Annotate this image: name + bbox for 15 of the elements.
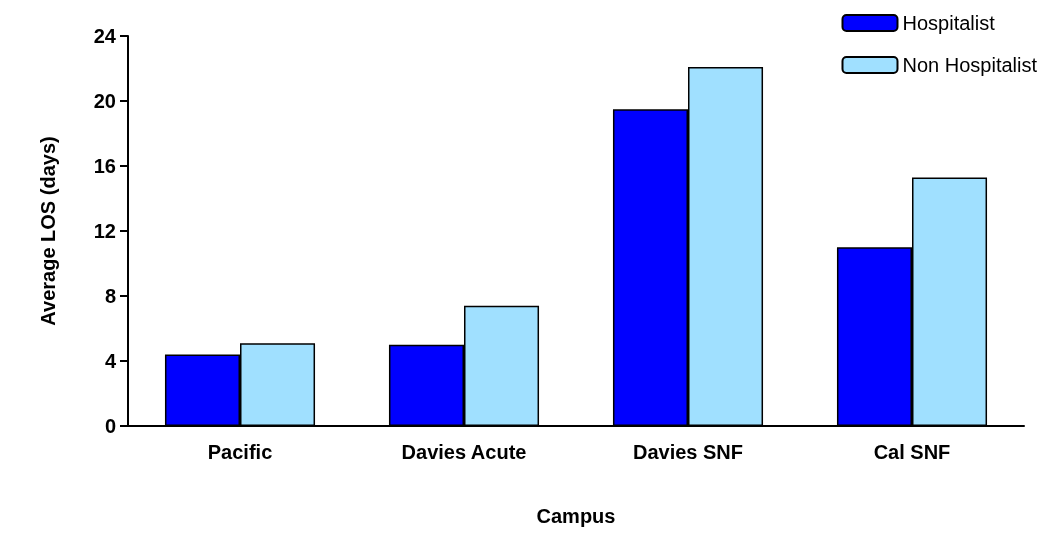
y-tick-label: 4 bbox=[104, 350, 117, 372]
x-tick-label: Davies SNF bbox=[632, 441, 744, 463]
x-tick-label: Davies Acute bbox=[401, 441, 527, 463]
y-tick-label: 8 bbox=[104, 285, 116, 307]
y-tick-label: 20 bbox=[93, 90, 116, 112]
legend-label: Hospitalist bbox=[902, 12, 996, 34]
legend-label: Non Hospitalist bbox=[902, 54, 1038, 76]
x-tick-label: Cal SNF bbox=[873, 441, 951, 463]
y-tick-label: 24 bbox=[93, 25, 117, 47]
y-tick-label: 16 bbox=[93, 155, 116, 177]
x-axis-title: Campus bbox=[536, 505, 616, 527]
y-axis-title: Average LOS (days) bbox=[37, 136, 59, 326]
y-tick-label: 12 bbox=[93, 220, 116, 242]
x-tick-label: Pacific bbox=[207, 441, 273, 463]
y-tick-label: 0 bbox=[104, 415, 116, 437]
